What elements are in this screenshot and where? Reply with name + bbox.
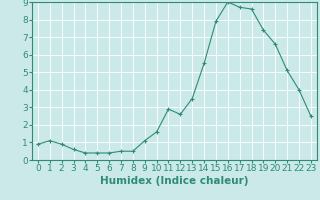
X-axis label: Humidex (Indice chaleur): Humidex (Indice chaleur) bbox=[100, 176, 249, 186]
